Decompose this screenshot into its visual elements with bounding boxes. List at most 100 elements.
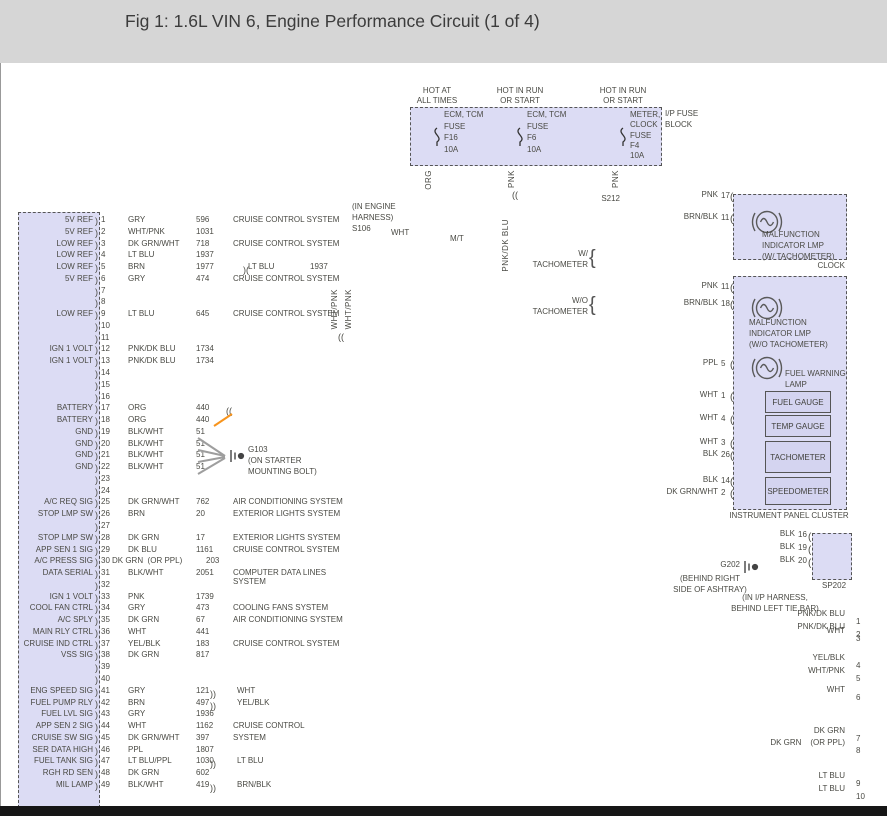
pin-function-label: COOL FAN CTRL bbox=[29, 603, 93, 613]
pin-number: 41 bbox=[101, 685, 110, 695]
pin-function-label: A/C PRESS SIG bbox=[34, 556, 93, 566]
diagram-left-border bbox=[0, 63, 1, 799]
fuse-block-label: I/P FUSE bbox=[665, 109, 699, 118]
pin-function-label: 5V REF bbox=[64, 273, 93, 283]
wire-circuit-number: 67 bbox=[196, 615, 205, 625]
wire-color-label: GRY bbox=[128, 603, 146, 613]
wire-color-label: ORG bbox=[128, 415, 147, 425]
entry-wire-color: WHT bbox=[699, 413, 718, 422]
fuse-label: CLOCK bbox=[630, 120, 658, 130]
pin-number: 16 bbox=[101, 391, 110, 401]
entry-pin-number: 3 bbox=[721, 438, 726, 447]
wire-color-label: DK GRN bbox=[128, 615, 160, 625]
pin-bracket: ) bbox=[95, 416, 98, 427]
pin-function-label: BATTERY bbox=[56, 403, 93, 413]
entry-port-icon: ( bbox=[730, 300, 734, 311]
entry-pin-number: 26 bbox=[721, 450, 730, 459]
wire-circuit-number: 51 bbox=[196, 438, 205, 448]
wire-color-label: BLK/WHT bbox=[128, 426, 164, 436]
pin-number: 38 bbox=[101, 650, 110, 660]
wire-color-label: WHT/PNK bbox=[128, 226, 165, 236]
splice-symbol: )( bbox=[243, 265, 249, 276]
entry-wire-color: DK GRN/WHT bbox=[666, 487, 718, 496]
figure-title: Fig 1: 1.6L VIN 6, Engine Performance Ci… bbox=[125, 11, 540, 31]
pin-number: 12 bbox=[101, 344, 110, 354]
entry-wire-color: PPL bbox=[702, 358, 718, 367]
continuation-color-label: LT BLU bbox=[237, 756, 264, 766]
sp202-pin-number: 20 bbox=[798, 556, 807, 565]
pin-number: 21 bbox=[101, 450, 110, 460]
fuse-feed-label: ALL TIMES bbox=[416, 96, 458, 105]
pin-function-label: FUEL LVL SIG bbox=[41, 709, 93, 719]
pin-number: 13 bbox=[101, 356, 110, 366]
pin-number: 2 bbox=[101, 226, 106, 236]
wire-circuit-number: 474 bbox=[196, 273, 210, 283]
pin-function-label: DATA SERIAL bbox=[42, 568, 93, 578]
wire-destination: CRUISE CONTROL SYSTEM bbox=[233, 273, 340, 283]
wire-circuit-number: 1807 bbox=[196, 744, 214, 754]
entry-wire-color: WHT bbox=[699, 437, 718, 446]
wire-color-label: BRN bbox=[128, 262, 145, 272]
pin-number: 3 bbox=[101, 238, 106, 248]
wire-circuit-number: 473 bbox=[196, 603, 210, 613]
pin-bracket: ) bbox=[95, 439, 98, 450]
wire-destination: COOLING FANS SYSTEM bbox=[233, 603, 329, 613]
entry-port-icon: ( bbox=[808, 545, 812, 556]
pin-number: 26 bbox=[101, 509, 110, 519]
entry-port-icon: ( bbox=[730, 439, 734, 450]
terminal-number: 5 bbox=[856, 674, 861, 683]
pin-bracket: ) bbox=[95, 498, 98, 509]
pin-bracket: ) bbox=[95, 263, 98, 274]
pin-function-label: APP SEN 1 SIG bbox=[35, 544, 93, 554]
wire-color-label: DK GRN (OR PPL) bbox=[112, 556, 183, 566]
wire-circuit-number: 1936 bbox=[196, 709, 214, 719]
pin-number: 46 bbox=[101, 744, 110, 754]
pin-function-label: GND bbox=[75, 450, 93, 460]
pin-function-label: LOW REF bbox=[56, 238, 93, 248]
wire-color-label: BLK/WHT bbox=[128, 438, 164, 448]
g202-ground-icon bbox=[744, 561, 759, 573]
terminal-number: 7 bbox=[856, 734, 861, 743]
fuse-block-label: BLOCK bbox=[665, 120, 693, 129]
pin-number: 4 bbox=[101, 250, 106, 260]
pin-number: 47 bbox=[101, 756, 110, 766]
pin-number: 1 bbox=[101, 215, 106, 224]
pin-bracket: ) bbox=[95, 663, 98, 674]
cluster-mil-caption: MALFUNCTION bbox=[749, 318, 807, 327]
fuse-label: 10A bbox=[444, 144, 459, 154]
terminal-wire-label: YEL/BLK bbox=[812, 653, 845, 662]
wire-color-label: GRY bbox=[128, 273, 146, 283]
splice-symbol: (( bbox=[226, 406, 232, 417]
fuse-feed-label: HOT IN RUN bbox=[599, 86, 647, 95]
wire-destination: SYSTEM bbox=[233, 732, 266, 742]
pin-bracket: ) bbox=[95, 286, 98, 297]
pin-bracket: ) bbox=[95, 545, 98, 556]
cluster-component-tachometer: TACHOMETER bbox=[765, 441, 831, 473]
wire-color-vlabel: PNK/DK BLU bbox=[501, 219, 510, 272]
pin-bracket: ) bbox=[95, 616, 98, 627]
pin-bracket: ) bbox=[95, 380, 98, 391]
pin-function-label: BATTERY bbox=[56, 415, 93, 425]
terminal-number: 9 bbox=[856, 779, 861, 788]
terminal-number: 6 bbox=[856, 693, 861, 702]
pin-function-label: GND bbox=[75, 462, 93, 472]
entry-pin-number: 18 bbox=[721, 299, 730, 308]
wire-color-label: BLK/WHT bbox=[128, 450, 164, 460]
wire-color-label: GRY bbox=[128, 215, 146, 224]
g202-name: G202 bbox=[720, 560, 740, 569]
fuse-feed-label: HOT IN RUN bbox=[496, 86, 544, 95]
pin-function-label: FUEL TANK SIG bbox=[34, 756, 93, 766]
s106-wire-label: WHT bbox=[391, 228, 410, 237]
fuse-feed-label: HOT AT bbox=[422, 86, 452, 95]
pin-number: 28 bbox=[101, 532, 110, 542]
cluster-mil-caption: (W/O TACHOMETER) bbox=[749, 340, 828, 349]
wire-color-label: PNK/DK BLU bbox=[128, 344, 176, 354]
fuse-label: ECM, TCM bbox=[527, 110, 567, 119]
pin-bracket: ) bbox=[95, 298, 98, 309]
s106-name: S106 bbox=[352, 224, 371, 233]
pin-bracket: ) bbox=[95, 474, 98, 485]
entry-pin-number: 4 bbox=[721, 414, 726, 423]
pin-number: 43 bbox=[101, 709, 110, 719]
pin-bracket: ) bbox=[95, 333, 98, 344]
